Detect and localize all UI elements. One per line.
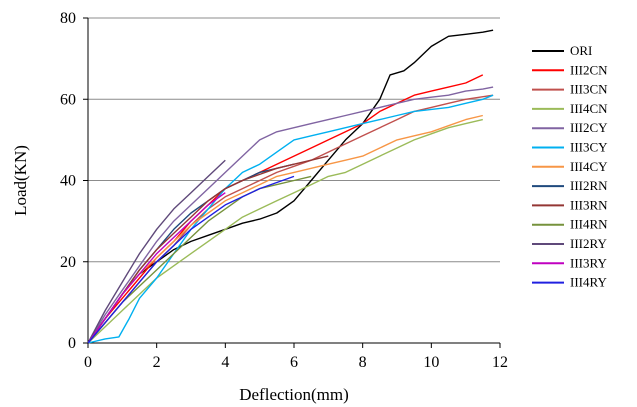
series-line-ori	[87, 29, 494, 344]
x-tick-label: 8	[359, 354, 367, 371]
series-line-iii2ry	[87, 159, 226, 344]
legend-item: III4RY	[532, 275, 607, 290]
legend-item: III3RN	[532, 197, 608, 212]
series-line-iii4cn	[87, 118, 483, 344]
y-tick-label: 20	[60, 254, 76, 271]
legend-item: III4RN	[532, 217, 608, 232]
y-tick-label: 80	[60, 10, 76, 27]
x-tick-label: 4	[221, 354, 229, 371]
series-line-iii4rn	[87, 175, 312, 344]
legend-item: III2CN	[532, 62, 608, 77]
legend-item: ORI	[532, 43, 592, 58]
x-tick-label: 10	[423, 354, 439, 371]
tick-labels: 0 2 4 6 8 10 12 0 20 40 60 80	[60, 10, 508, 371]
legend-label: ORI	[570, 43, 592, 58]
series-line-iii4ry	[87, 175, 295, 344]
legend-label: III2CN	[570, 62, 608, 77]
series-line-iii3cn	[87, 94, 494, 344]
legend-label: III4RN	[570, 217, 608, 232]
legend-item: III3CN	[532, 82, 608, 97]
legend-label: III2CY	[570, 120, 608, 135]
series-line-iii3ry	[87, 192, 226, 344]
legend-label: III3RN	[570, 197, 608, 212]
legend-label: III3CN	[570, 82, 608, 97]
legend-item: III4CN	[532, 101, 608, 116]
legend-label: III4CN	[570, 101, 608, 116]
legend-item: III3RY	[532, 255, 607, 270]
legend-item: III2CY	[532, 120, 608, 135]
legend-item: III3CY	[532, 140, 608, 155]
legend-label: III4CY	[570, 159, 608, 174]
x-tick-label: 6	[290, 354, 298, 371]
y-tick-label: 0	[68, 335, 76, 352]
legend-label: III3CY	[570, 140, 608, 155]
x-tick-label: 0	[84, 354, 92, 371]
legend-label: III2RN	[570, 178, 608, 193]
legend-item: III2RN	[532, 178, 608, 193]
x-tick-label: 12	[492, 354, 508, 371]
y-axis-label: Load(KN)	[11, 145, 30, 216]
legend-label: III3RY	[570, 255, 607, 270]
series-line-iii3cy	[87, 94, 494, 344]
legend-label: III2RY	[570, 236, 607, 251]
y-tick-label: 40	[60, 173, 76, 190]
grid-lines	[88, 17, 500, 263]
x-tick-label: 2	[153, 354, 161, 371]
series-line-iii3rn	[87, 155, 329, 344]
series-line-iii4cy	[87, 114, 483, 344]
legend-item: III2RY	[532, 236, 607, 251]
legend: ORI III2CN III3CN III4CN III2CY III3CY III4CY I…	[532, 43, 608, 290]
legend-item: III4CY	[532, 159, 608, 174]
series-line-iii2cn	[87, 74, 484, 344]
x-axis-label: Deflection(mm)	[239, 385, 349, 404]
y-tick-label: 60	[60, 91, 76, 108]
series-line-iii2cy	[87, 86, 494, 344]
legend-label: III4RY	[570, 275, 607, 290]
series-lines	[87, 29, 494, 344]
